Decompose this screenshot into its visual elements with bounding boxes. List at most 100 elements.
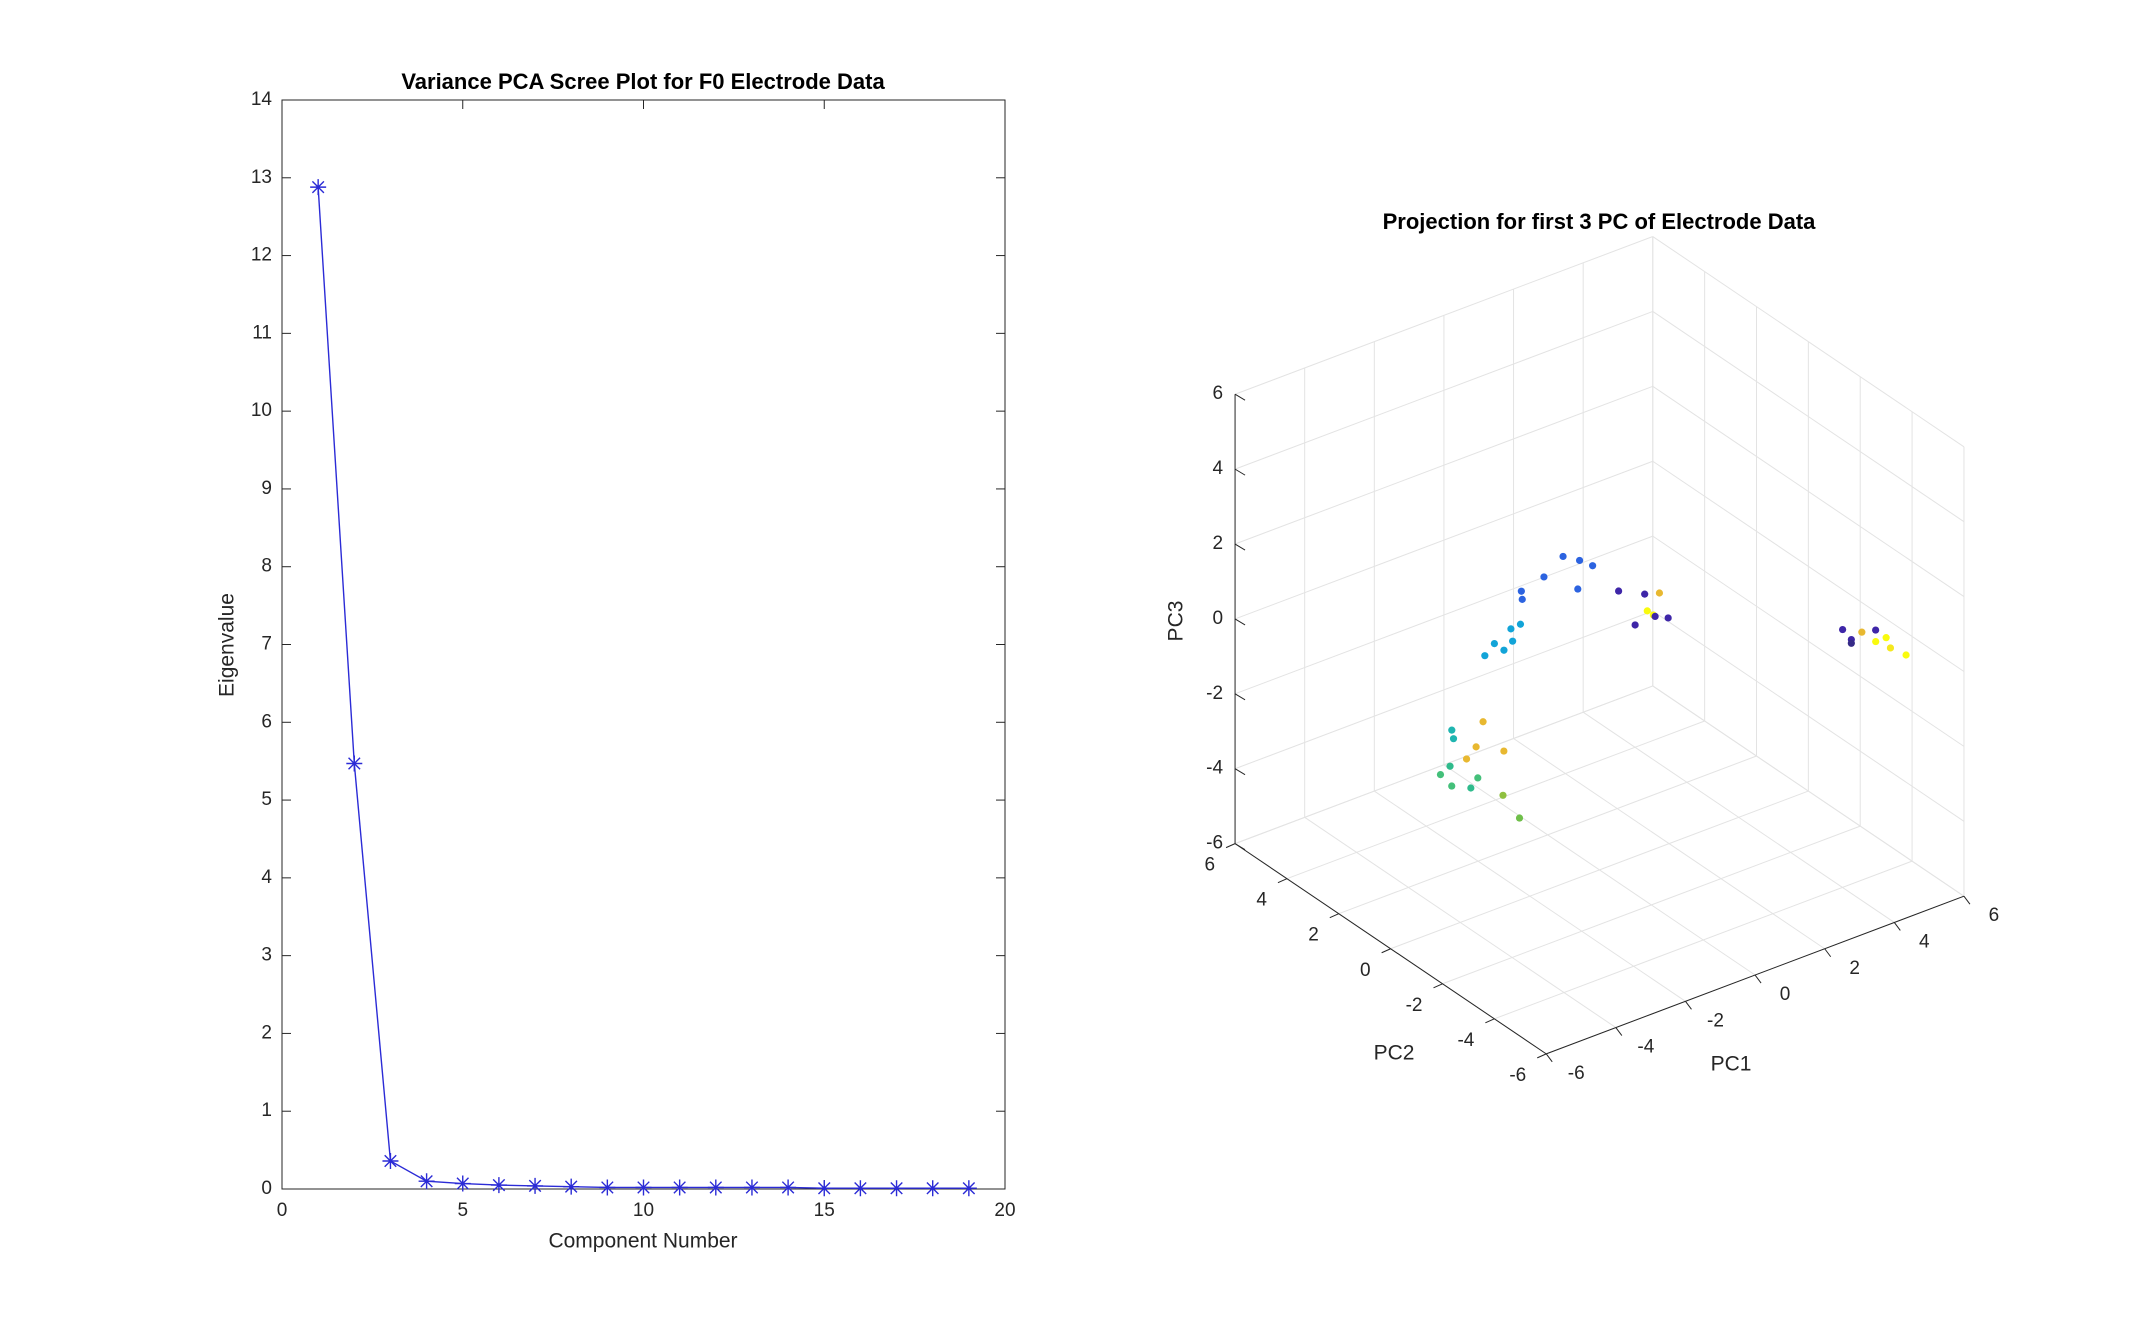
point — [1589, 562, 1597, 570]
point — [1858, 628, 1866, 636]
x-tick-label: -4 — [1637, 1037, 1654, 1058]
point — [1559, 552, 1567, 561]
point — [1448, 726, 1456, 734]
marker — [599, 1179, 616, 1196]
point — [1872, 637, 1880, 646]
y-tick-label: 6 — [1204, 855, 1215, 876]
marker — [671, 1179, 688, 1196]
point — [1515, 814, 1524, 822]
z-tick-label: -6 — [1206, 833, 1223, 854]
z-tick — [1234, 468, 1246, 476]
point — [1436, 770, 1445, 779]
chart-title: Projection for first 3 PC of Electrode D… — [1383, 209, 1817, 234]
point — [1481, 652, 1489, 660]
marker — [707, 1179, 724, 1196]
marker — [527, 1177, 544, 1194]
x-tick-label: 0 — [277, 1200, 288, 1221]
y-tick-label: -2 — [1406, 995, 1423, 1016]
x-tick-label: 2 — [1849, 958, 1860, 979]
grid-line — [1442, 825, 1861, 985]
z-tick — [1234, 843, 1246, 851]
y-tick-label: 13 — [251, 167, 272, 188]
marker — [310, 179, 327, 196]
y-tick-label: 6 — [261, 711, 272, 732]
point — [1517, 587, 1525, 595]
grid-line — [1652, 236, 1965, 448]
y-tick-label: -4 — [1457, 1030, 1474, 1051]
z-tick-label: 0 — [1212, 608, 1223, 629]
x-tick — [1545, 1053, 1553, 1063]
x-tick — [1685, 1000, 1692, 1010]
point — [1872, 626, 1880, 634]
y-tick — [1225, 843, 1236, 849]
y-tick-label: 0 — [261, 1178, 272, 1199]
y-axis-label: PC2 — [1374, 1042, 1415, 1065]
y-tick — [1537, 1053, 1547, 1059]
grid-line — [1234, 385, 1653, 545]
y-tick — [1329, 913, 1339, 919]
point — [1472, 743, 1480, 751]
y-tick-label: 3 — [261, 945, 272, 966]
y-tick-label: 11 — [252, 322, 272, 343]
grid-line — [1652, 610, 1965, 822]
x-axis-label: PC1 — [1711, 1053, 1752, 1076]
point — [1643, 607, 1651, 615]
point — [1664, 614, 1672, 622]
point — [1507, 625, 1515, 633]
marker — [346, 755, 363, 772]
point — [1479, 718, 1487, 726]
point — [1449, 735, 1458, 743]
grid-line — [1234, 460, 1653, 620]
marker — [816, 1180, 833, 1197]
x-tick-label: -2 — [1707, 1010, 1724, 1031]
grid-line — [1286, 720, 1705, 880]
grid-line — [1234, 610, 1653, 770]
z-tick — [1234, 543, 1246, 551]
z-axis-label: PC3 — [1165, 601, 1188, 642]
marker — [924, 1180, 941, 1197]
y-tick-label: -6 — [1509, 1065, 1526, 1086]
marker — [780, 1179, 797, 1196]
marker — [888, 1180, 905, 1197]
grid-line — [1234, 236, 1653, 395]
point — [1500, 747, 1508, 755]
marker — [635, 1179, 652, 1196]
y-axis-label: Eigenvalue — [216, 593, 239, 697]
y-tick-label: 4 — [261, 867, 272, 888]
marker — [563, 1178, 580, 1195]
z-tick — [1234, 693, 1246, 701]
point — [1882, 634, 1890, 642]
point — [1902, 651, 1910, 659]
x-tick — [1963, 895, 1971, 905]
x-tick-label: 5 — [457, 1200, 468, 1221]
point — [1886, 644, 1895, 652]
y-tick-label: 12 — [251, 245, 272, 266]
x-tick-label: 0 — [1780, 984, 1791, 1005]
y-tick-label: 10 — [251, 400, 272, 421]
grid-line — [1652, 535, 1965, 747]
point — [1518, 595, 1526, 603]
point — [1641, 590, 1649, 598]
x-axis-label: Component Number — [548, 1230, 737, 1253]
marker — [960, 1180, 977, 1197]
point — [1575, 556, 1584, 565]
grid-line — [1652, 311, 1965, 523]
grid-line — [1652, 460, 1965, 672]
y-tick-label: 1 — [261, 1100, 272, 1121]
grid-line — [1652, 685, 1965, 897]
point — [1474, 774, 1482, 782]
x-tick-label: 20 — [994, 1200, 1015, 1221]
marker — [382, 1153, 399, 1169]
point — [1847, 639, 1855, 647]
point — [1516, 620, 1525, 628]
marker — [852, 1180, 869, 1197]
x-tick — [1754, 974, 1762, 984]
x-tick-label: 10 — [633, 1200, 654, 1221]
z-tick — [1234, 618, 1246, 626]
marker — [418, 1173, 435, 1190]
point — [1446, 762, 1454, 770]
point — [1509, 637, 1517, 645]
point — [1540, 573, 1548, 581]
point — [1499, 791, 1507, 799]
